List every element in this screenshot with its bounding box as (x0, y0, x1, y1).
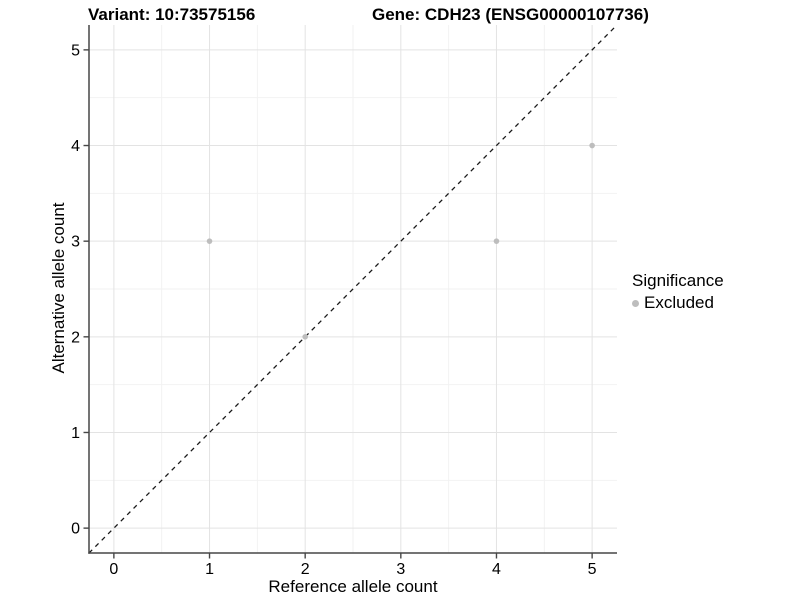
x-tick-label: 3 (396, 561, 405, 578)
data-point (493, 238, 500, 244)
plot-title-variant: Variant: 10:73575156 (88, 5, 256, 24)
y-tick-label: 2 (71, 329, 80, 346)
x-tick-label: 4 (492, 561, 501, 578)
y-tick-label: 1 (71, 425, 80, 442)
plot-title-gene: Gene: CDH23 (ENSG00000107736) (372, 5, 649, 24)
legend: Significance Excluded (632, 271, 724, 313)
legend-title: Significance (632, 271, 724, 290)
y-tick-label: 5 (71, 42, 80, 59)
x-tick-label: 1 (205, 561, 214, 578)
identity-line (88, 24, 618, 554)
legend-item-excluded: Excluded (632, 293, 724, 313)
y-tick-label: 3 (71, 234, 80, 251)
data-point (589, 142, 595, 149)
x-axis-title: Reference allele count (268, 577, 438, 596)
y-axis-title: Alternative allele count (49, 202, 68, 374)
y-tick-label: 4 (71, 138, 80, 155)
data-point (302, 334, 308, 340)
legend-point-icon (632, 299, 639, 307)
y-tick-label: 0 (71, 521, 80, 538)
data-point (206, 238, 213, 244)
x-tick-label: 0 (109, 561, 118, 578)
legend-item-label: Excluded (644, 293, 714, 312)
x-tick-label: 5 (588, 561, 597, 578)
x-tick-label: 2 (301, 561, 310, 578)
